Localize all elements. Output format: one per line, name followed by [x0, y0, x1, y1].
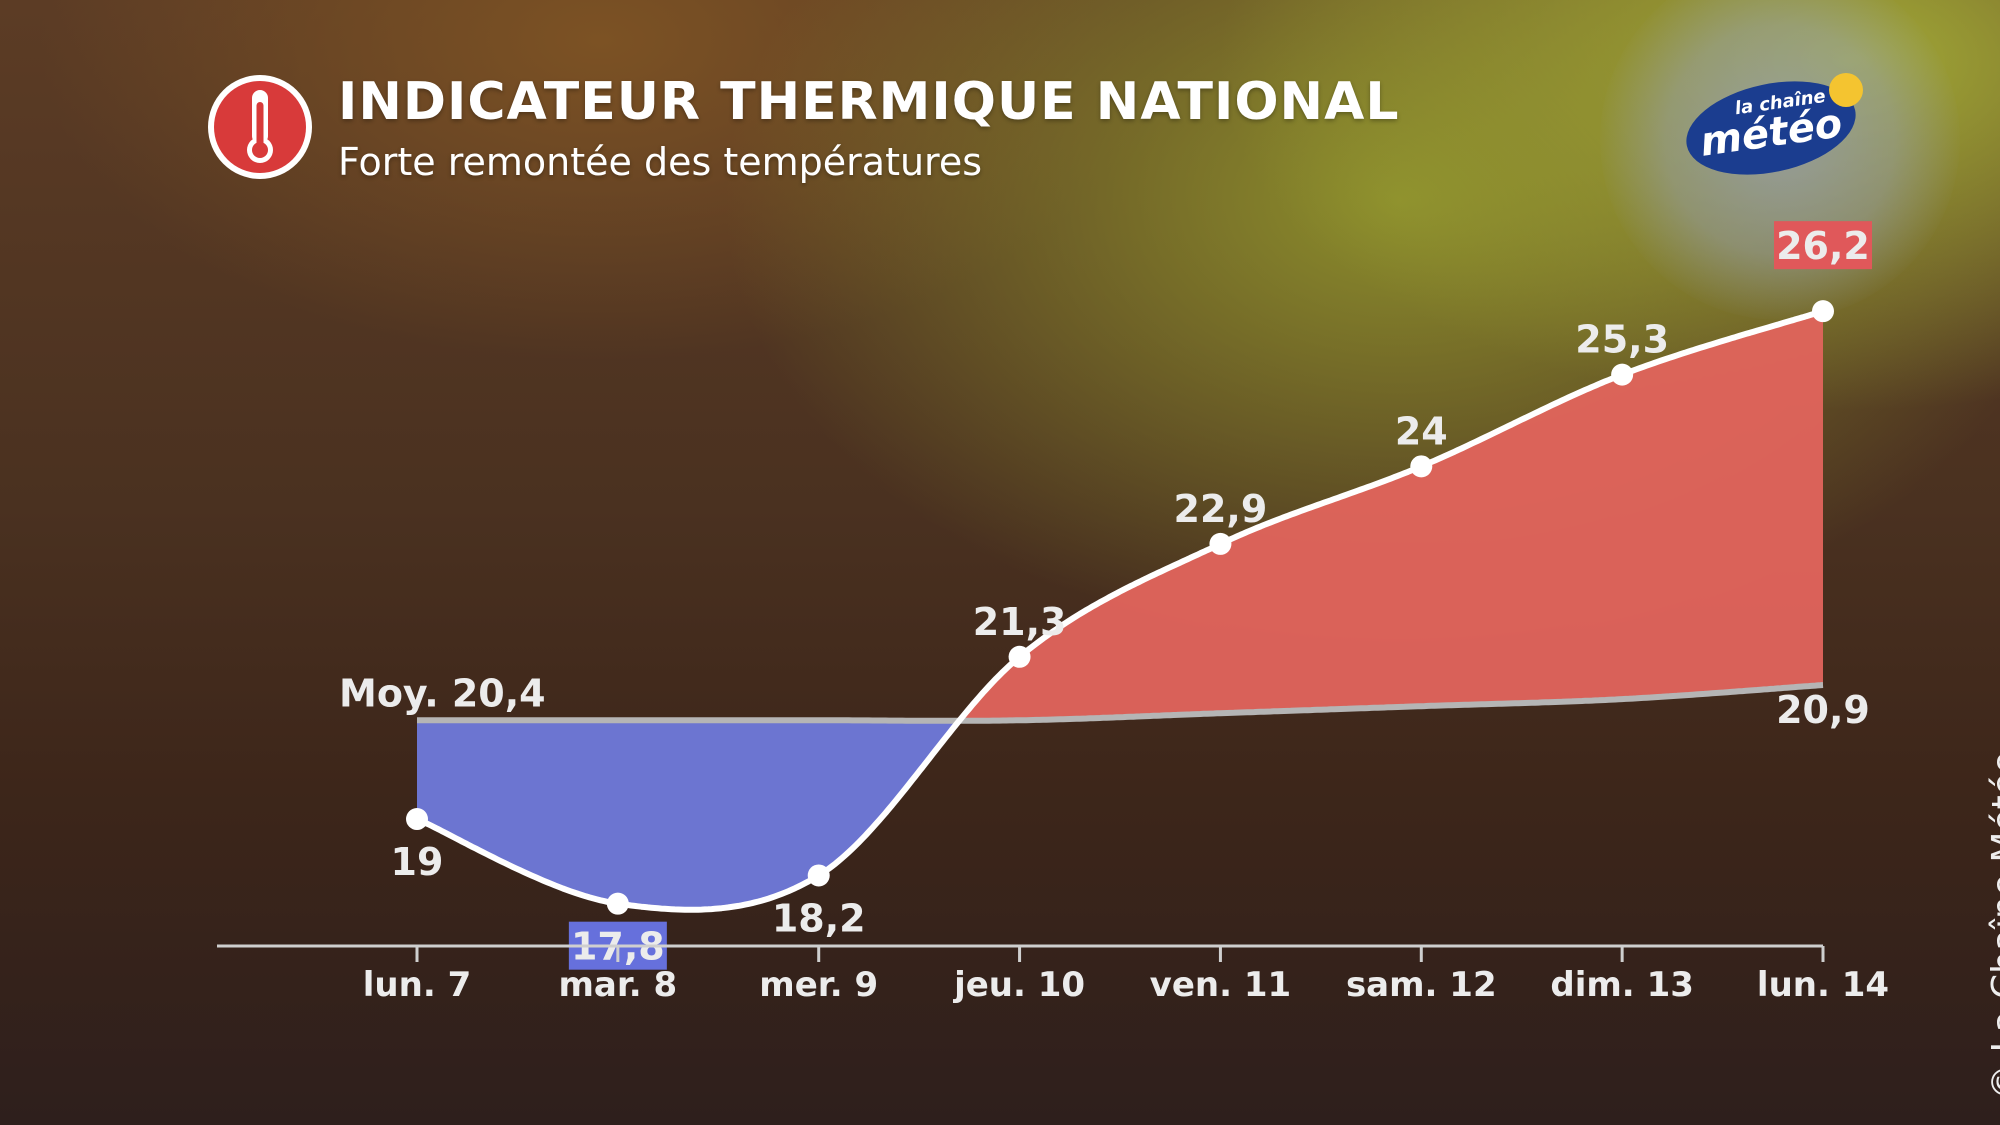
x-tick-label: dim. 13 [1550, 965, 1694, 1005]
thermometer-icon [208, 75, 312, 179]
temperature-value-label: 25,3 [1575, 318, 1669, 362]
x-tick-label: lun. 7 [363, 965, 471, 1005]
temperature-value-label: 22,9 [1174, 487, 1268, 531]
temperature-value-label: 18,2 [772, 896, 866, 940]
copyright-text: © La Chaîne Météo [1985, 751, 2000, 1100]
x-tick-label: mar. 8 [559, 965, 678, 1005]
temperature-value-label: 24 [1395, 409, 1448, 453]
chart-subtitle: Forte remontée des températures [338, 140, 983, 184]
temperature-point [1008, 645, 1031, 668]
x-tick-label: mer. 9 [759, 965, 878, 1005]
x-tick-label: sam. 12 [1346, 965, 1497, 1005]
temperature-line [415, 308, 1825, 913]
warm-anomaly-area [959, 311, 1823, 721]
average-start-label: Moy. 20,4 [339, 671, 546, 715]
temperature-point [1812, 300, 1834, 323]
temperature-value-label: 21,3 [973, 600, 1067, 644]
max-value-badge [1774, 221, 1872, 270]
temperature-value-label: 19 [391, 840, 444, 884]
chart-title: INDICATEUR THERMIQUE NATIONAL [338, 72, 1400, 132]
x-tick-label: ven. 11 [1150, 965, 1292, 1005]
temperature-point [406, 808, 428, 831]
max-value-label: 26,2 [1776, 224, 1870, 268]
la-chaine-meteo-logo: la chaîne météo [1686, 73, 1863, 175]
temperature-point [1209, 532, 1232, 555]
temperature-point [606, 892, 629, 915]
cold-anomaly-area [417, 720, 960, 910]
x-tick-label: jeu. 10 [952, 965, 1085, 1005]
x-tick-label: lun. 14 [1757, 965, 1889, 1005]
temperature-point [1611, 363, 1634, 386]
average-end-label: 20,9 [1776, 688, 1870, 732]
temperature-point [1410, 455, 1433, 478]
average-temperature-line [417, 682, 1824, 724]
temperature-point [807, 864, 830, 887]
